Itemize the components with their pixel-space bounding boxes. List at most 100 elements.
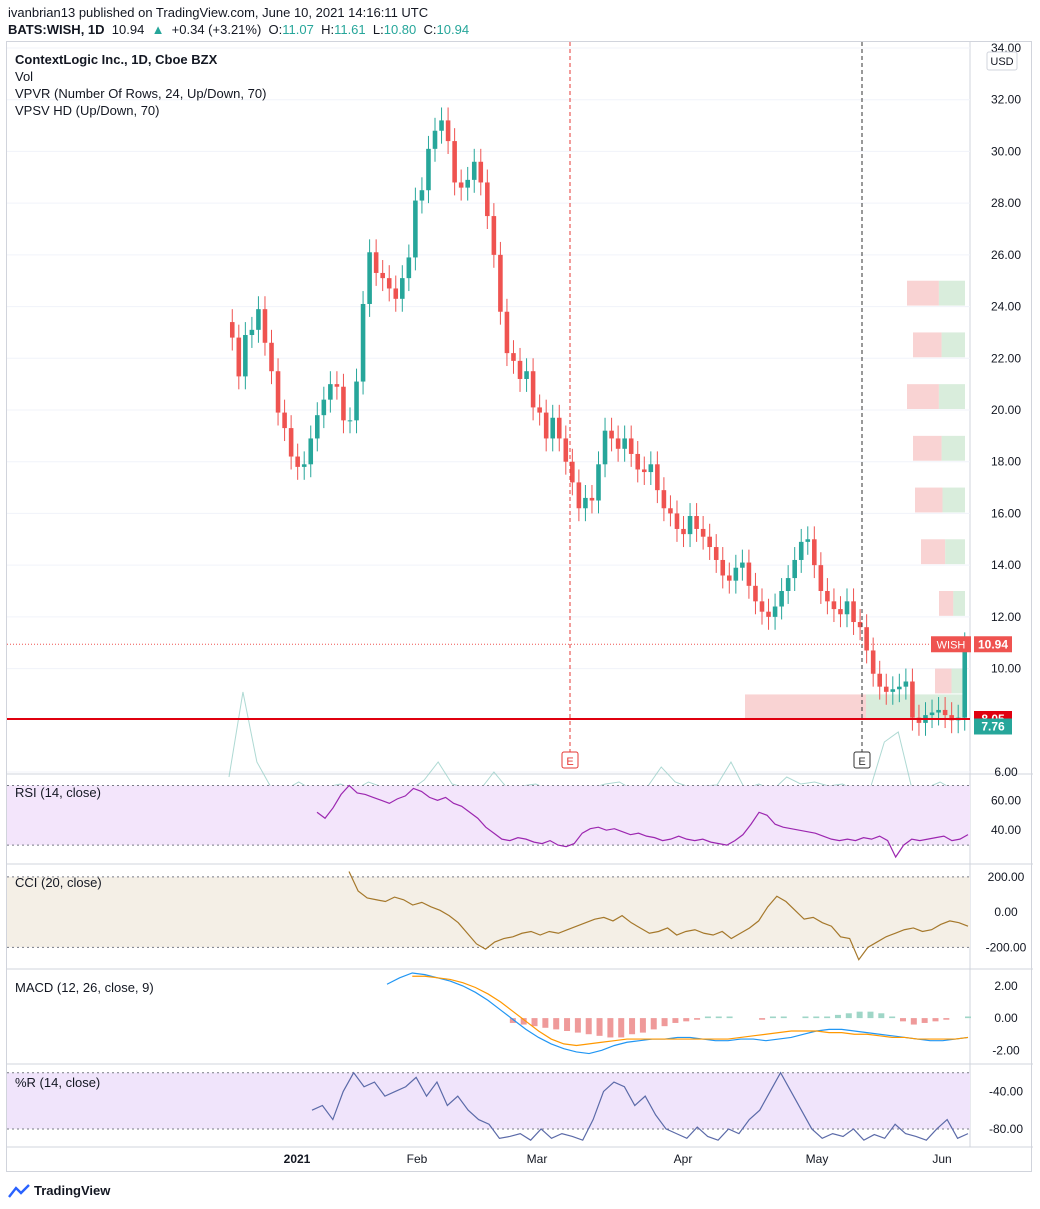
candle-body xyxy=(498,254,503,312)
candle-body xyxy=(347,420,353,422)
williams-r-line xyxy=(311,1071,969,1141)
legend-line: Vol xyxy=(15,69,33,84)
macd-histogram-bar xyxy=(824,1016,831,1019)
candle-body xyxy=(452,141,457,183)
chart-svg[interactable]: 34.0032.0030.0028.0026.0024.0022.0020.00… xyxy=(7,42,1033,1173)
candle-body xyxy=(772,606,778,617)
macd-histogram-bar xyxy=(542,1018,549,1028)
candle-body xyxy=(485,182,490,217)
candle-body xyxy=(655,464,660,491)
brand: TradingView xyxy=(34,1183,111,1198)
candle-body xyxy=(589,497,595,501)
candle-body xyxy=(661,490,667,509)
candle-body xyxy=(504,311,510,354)
macd-histogram-bar xyxy=(932,1018,939,1022)
candle-body xyxy=(910,681,915,718)
symbol-tag-box xyxy=(931,636,971,653)
price-tick-label: 22.00 xyxy=(991,351,1021,365)
candle-body xyxy=(936,709,941,713)
candle-body xyxy=(308,438,314,465)
time-tick-label: 2021 xyxy=(284,1152,311,1166)
symbol-line: BATS:WISH, 1D 10.94 ▲ +0.34 (+3.21%) O:1… xyxy=(8,22,470,37)
candle-body xyxy=(334,384,340,387)
candle-body xyxy=(439,120,444,131)
legend-line: VPSV HD (Up/Down, 70) xyxy=(15,103,160,118)
candle-body xyxy=(694,516,699,529)
candle-body xyxy=(870,650,876,674)
legend-line: ContextLogic Inc., 1D, Cboe BZX xyxy=(15,52,218,67)
candle-body xyxy=(583,497,588,509)
macd-signal-line xyxy=(412,975,969,1047)
macd-histogram-bar xyxy=(780,1016,787,1019)
volume-profile-up-bar xyxy=(866,694,965,720)
volume-profile-down-bar xyxy=(921,539,946,565)
earnings-marker-box xyxy=(853,751,871,769)
candle-body xyxy=(354,381,359,421)
candle-body xyxy=(897,686,902,690)
candle-body xyxy=(262,309,268,343)
volume-profile-up-bar xyxy=(942,487,965,513)
macd-histogram-bar xyxy=(845,1013,852,1019)
price-change: +0.34 (+3.21%) xyxy=(171,22,262,37)
change-arrow-icon: ▲ xyxy=(151,22,165,37)
macd-histogram-bar xyxy=(661,1018,668,1027)
macd-title: MACD (12, 26, close, 9) xyxy=(15,980,154,995)
volume-profile-down-bar xyxy=(907,384,939,409)
candle-body xyxy=(668,508,673,514)
candle-body xyxy=(812,539,817,566)
macd-histogram-bar xyxy=(769,1016,776,1019)
open-value: 11.07 xyxy=(282,22,314,37)
candle-body xyxy=(707,536,712,548)
candle-body xyxy=(373,252,379,273)
macd-histogram-bar xyxy=(715,1016,722,1019)
macd-histogram-bar xyxy=(629,1018,636,1035)
macd-histogram-bar xyxy=(813,1016,820,1019)
low-value: 10.80 xyxy=(383,22,417,37)
last-price: 10.94 xyxy=(111,22,145,37)
candle-body xyxy=(818,565,824,591)
legend-line: VPVR (Number Of Rows, 24, Up/Down, 70) xyxy=(15,86,266,101)
macd-tick-label: 2.00 xyxy=(994,979,1018,993)
earnings-marker-label: E xyxy=(566,756,573,768)
rsi-tick-label: 60.00 xyxy=(991,793,1021,807)
candle-body xyxy=(687,516,693,535)
cci-title: CCI (20, close) xyxy=(15,875,102,890)
volume-profile-down-bar xyxy=(939,591,954,616)
candle-body xyxy=(635,453,641,470)
candle-body xyxy=(609,430,614,439)
candle-body xyxy=(916,717,922,723)
macd-histogram-bar xyxy=(802,1016,809,1019)
macd-histogram-bar xyxy=(834,1014,841,1019)
candle-body xyxy=(256,309,261,330)
candle-body xyxy=(360,303,366,382)
volume-profile-down-bar xyxy=(745,694,866,720)
price-tick-label: 32.00 xyxy=(991,93,1021,107)
time-tick-label: Feb xyxy=(407,1152,428,1166)
candle-body xyxy=(641,469,647,473)
candle-body xyxy=(386,278,392,289)
rsi-tick-label: 40.00 xyxy=(991,823,1021,837)
published-line: ivanbrian13 published on TradingView.com… xyxy=(8,5,429,20)
volume-profile-up-bar xyxy=(951,668,965,694)
candle-body xyxy=(556,417,562,439)
candle-body xyxy=(321,399,327,416)
price-tick-label: 30.00 xyxy=(991,144,1021,158)
macd-histogram-bar xyxy=(596,1018,603,1036)
chart-frame[interactable]: 34.00 32.00 30.00 28.00 26.00 24.00 22.00 20.00… xyxy=(6,41,1033,1173)
candle-body xyxy=(511,353,516,361)
candle-body xyxy=(825,591,830,602)
candle-body xyxy=(491,216,497,255)
wr-tick-label: -80.00 xyxy=(989,1122,1023,1136)
macd-histogram-bar xyxy=(585,1018,592,1035)
candle-body xyxy=(942,709,948,716)
volume-profile-up-bar xyxy=(953,591,965,616)
candle-body xyxy=(831,601,837,610)
candle-body xyxy=(766,611,771,617)
candle-body xyxy=(576,482,582,509)
candle-body xyxy=(400,278,405,299)
rsi-band xyxy=(7,785,970,846)
candle-body xyxy=(903,681,909,687)
time-tick-label: Mar xyxy=(527,1152,548,1166)
candle-body xyxy=(413,200,418,258)
macd-histogram-bar xyxy=(878,1013,885,1019)
